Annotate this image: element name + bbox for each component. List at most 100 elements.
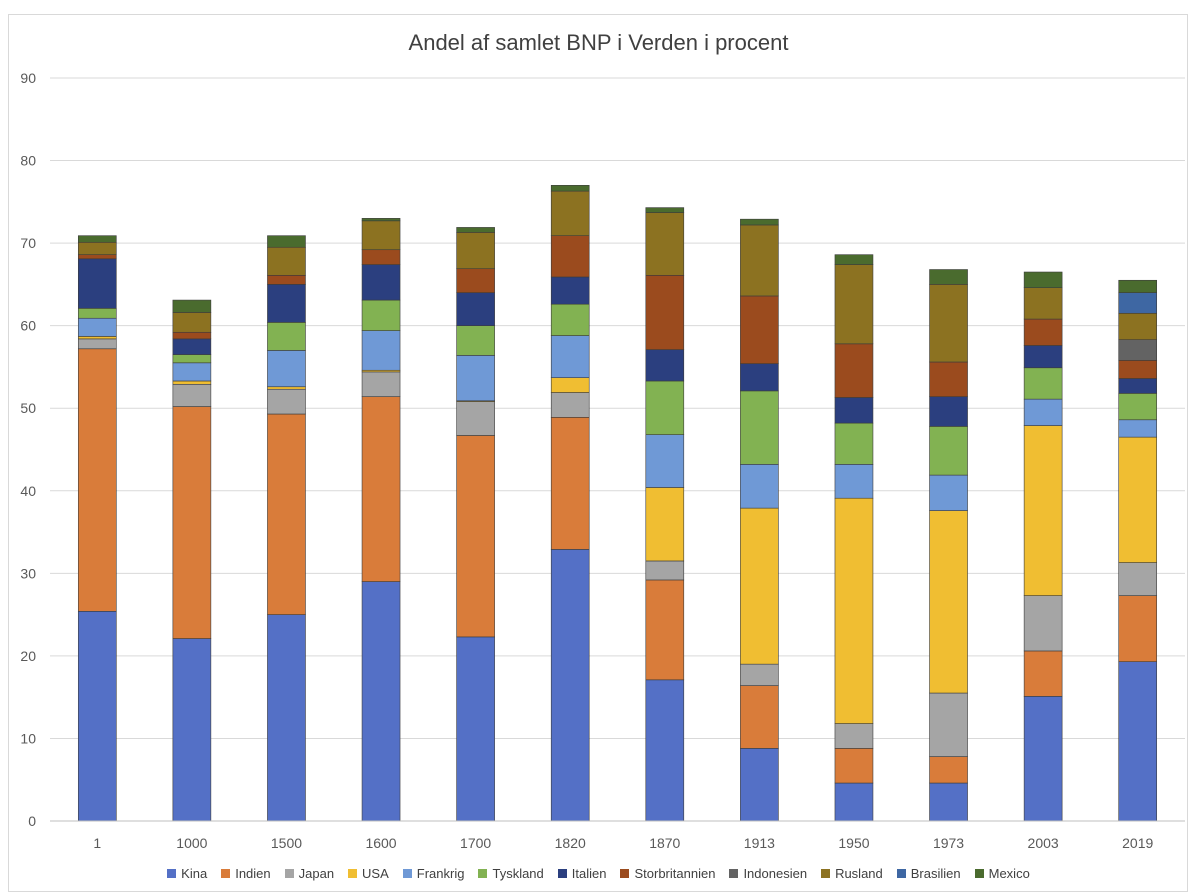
bar-segment	[456, 292, 495, 326]
bar-segment	[929, 269, 968, 285]
bar-segment	[929, 692, 968, 757]
x-tick-label: 2019	[1122, 835, 1153, 851]
bar-segment	[1118, 419, 1158, 438]
bar-segment	[456, 232, 495, 270]
bar-segment	[267, 413, 306, 615]
bar-segment	[550, 276, 590, 305]
bar-segment	[929, 782, 968, 822]
bar-segment	[834, 397, 874, 424]
bar-segment	[550, 335, 590, 378]
bar-segment	[1023, 425, 1063, 596]
legend-label: Mexico	[988, 866, 1030, 881]
legend-swatch	[221, 869, 231, 878]
bar-segment	[361, 299, 401, 331]
bar-segment	[172, 380, 212, 385]
bar-segment	[1023, 595, 1063, 652]
x-tick-label: 1600	[365, 835, 396, 851]
bar-segment	[740, 363, 779, 392]
bar-segment	[645, 380, 685, 435]
legend-label: Italien	[571, 866, 607, 881]
bar-segment	[1023, 345, 1063, 369]
bar-segment	[550, 235, 590, 278]
y-tick-label: 0	[28, 813, 36, 829]
bar-segment	[267, 235, 306, 248]
legend-item: Brasilien	[896, 866, 961, 881]
bar-segment	[1118, 393, 1158, 421]
bar-segment	[77, 611, 117, 822]
y-tick-label: 10	[20, 730, 36, 746]
x-tick-label: 1	[93, 835, 101, 851]
legend-label: Indien	[235, 866, 271, 881]
x-tick-label: 2003	[1028, 835, 1059, 851]
bar-segment	[834, 723, 874, 749]
bar-segment	[550, 417, 590, 550]
bar-segment	[550, 377, 590, 393]
x-tick-label: 1913	[744, 835, 775, 851]
legend-item: Japan	[284, 866, 335, 881]
y-tick-label: 50	[20, 400, 36, 416]
legend-item: Storbritannien	[620, 866, 715, 881]
y-tick-label: 80	[20, 153, 36, 169]
legend-swatch	[402, 869, 412, 878]
bar-segment	[645, 349, 685, 382]
bar-segment	[267, 386, 306, 390]
bar-segment	[361, 220, 401, 251]
legend-label: Tyskland	[492, 866, 544, 881]
y-tick-label: 70	[20, 235, 36, 251]
bar-segment	[740, 218, 779, 226]
legend-swatch	[896, 869, 906, 878]
bar-segment	[550, 392, 590, 418]
bar-segment	[740, 748, 779, 822]
bar-segment	[77, 254, 117, 260]
x-tick-label: 1973	[933, 835, 964, 851]
bar-segment	[1118, 436, 1158, 563]
x-tick-label: 1700	[460, 835, 491, 851]
bar-segment	[834, 464, 874, 499]
bar-segment	[361, 371, 401, 397]
legend-label: Kina	[181, 866, 208, 881]
bar-segment	[267, 275, 306, 285]
legend-label: Storbritannien	[634, 866, 716, 881]
bar-segment	[77, 308, 117, 319]
legend-swatch	[729, 869, 739, 878]
bar-segment	[267, 246, 306, 276]
bar-segment	[172, 362, 212, 382]
bar-segment	[1023, 318, 1063, 346]
bar-segment	[77, 317, 117, 337]
bar-segment	[361, 218, 401, 222]
y-tick-label: 30	[20, 565, 36, 581]
legend-label: Indonesien	[743, 866, 808, 881]
bar-segment	[645, 579, 685, 681]
bar-segment	[929, 426, 968, 476]
y-tick-label: 40	[20, 483, 36, 499]
bar-segment	[1118, 378, 1158, 394]
bar-segment	[267, 284, 306, 323]
bar-segment	[929, 510, 968, 694]
chart-title: Andel af samlet BNP i Verden i procent	[408, 30, 789, 55]
bar-segment	[1118, 292, 1158, 314]
legend-item: Frankrig	[402, 866, 464, 881]
bar-segment	[267, 614, 306, 822]
bar-segment	[267, 388, 306, 415]
bar-segment	[740, 464, 779, 509]
chart-legend: Kina Indien Japan USA Frankrig Tyskland Italie…	[0, 866, 1197, 881]
x-tick-label: 1820	[555, 835, 586, 851]
bar-segment	[834, 264, 874, 345]
bar-segment	[550, 185, 590, 192]
bar-segment	[1023, 271, 1063, 288]
bar-segment	[456, 435, 495, 638]
legend-label: USA	[362, 866, 389, 881]
bar-segment	[1023, 650, 1063, 697]
bar-segment	[77, 348, 117, 612]
bar-segment	[456, 401, 495, 436]
legend-label: Rusland	[835, 866, 883, 881]
x-tick-label: 1950	[838, 835, 869, 851]
legend-label: Japan	[298, 866, 335, 881]
legend-swatch	[167, 869, 177, 878]
x-tick-label: 1500	[271, 835, 302, 851]
legend-item: Tyskland	[478, 866, 544, 881]
bar-segment	[740, 390, 779, 465]
legend-swatch	[478, 869, 488, 878]
bar-segment	[1118, 312, 1158, 341]
y-tick-label: 90	[20, 70, 36, 86]
